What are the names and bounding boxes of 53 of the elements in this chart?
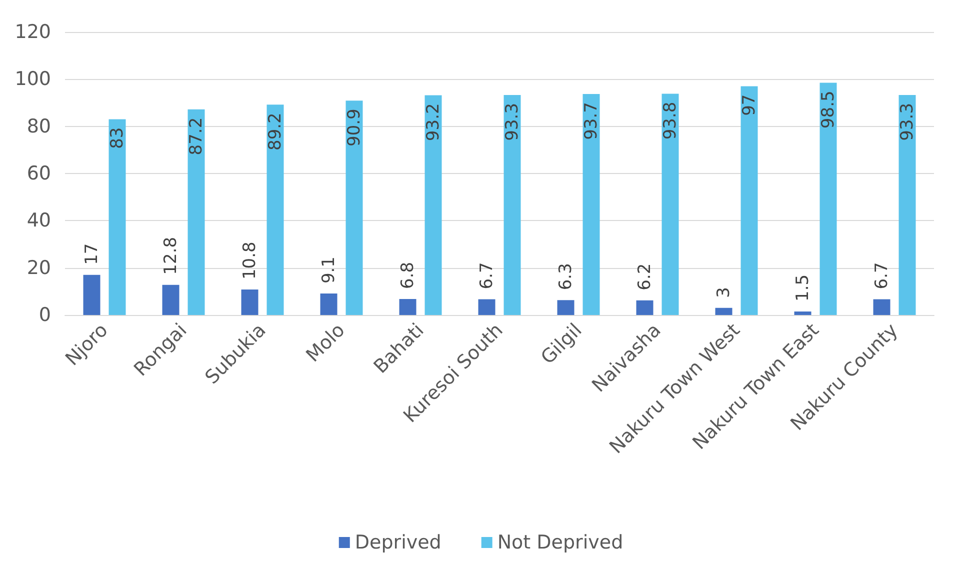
data-label: 3 [714,287,734,298]
data-label: 12.8 [160,236,181,275]
bar [636,300,654,315]
data-label: 6.7 [872,262,892,290]
data-label: 6.3 [556,263,576,290]
bar [557,300,574,315]
legend-label: Not Deprived [497,532,624,554]
y-tick-label: 0 [38,304,51,326]
data-label: 93.3 [502,102,522,141]
legend-label: Deprived [354,532,442,554]
data-label: 93.3 [897,102,918,141]
y-tick-label: 20 [26,256,51,279]
data-label: 6.2 [634,263,655,290]
bar [346,100,363,315]
bar [399,298,416,315]
data-label: 83 [107,127,128,149]
bar [266,104,284,315]
bar [83,274,100,315]
bar [820,82,837,315]
y-tick-label: 120 [14,21,51,43]
data-label: 6.8 [398,262,418,289]
bar [108,119,126,315]
data-label: 98.5 [818,90,838,129]
bar [582,94,600,315]
data-label: 17 [82,243,102,265]
y-tick-label: 40 [26,210,51,232]
data-label: 87.2 [186,117,206,156]
bar [504,94,521,315]
data-label: 97 [739,94,760,116]
bar [188,109,205,315]
data-label: 89.2 [265,112,286,150]
bar [873,299,890,315]
y-tick-label: 100 [14,68,51,90]
bar [715,308,732,315]
y-tick-label: 80 [26,115,51,138]
y-tick-label: 60 [26,162,51,184]
data-label: 93.2 [423,103,444,142]
bar [794,311,812,315]
bar [320,294,338,315]
bar [478,299,496,315]
bar [740,86,758,315]
data-label: 90.9 [344,108,364,146]
bar [424,95,442,315]
data-label: 10.8 [240,242,260,280]
data-label: 93.8 [660,102,680,140]
data-label: 93.7 [581,102,602,140]
data-label: 6.7 [476,262,497,290]
bar [662,94,679,315]
bar [241,290,258,315]
bar [898,94,916,315]
data-label: 1.5 [792,274,813,302]
data-label: 9.1 [318,256,339,284]
bar [162,284,180,315]
